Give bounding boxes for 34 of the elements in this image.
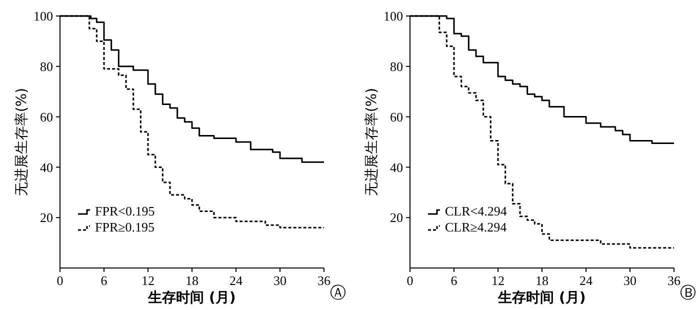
y-tick-label: 20 xyxy=(40,210,53,226)
legend-label: CLR≥4.294 xyxy=(445,219,508,234)
x-axis-title: 生存时间 (月) xyxy=(497,290,586,306)
y-tick-label: 40 xyxy=(390,160,403,175)
y-axis-title: 无进展生存率(%) xyxy=(14,88,30,196)
y-tick-label: 100 xyxy=(34,8,53,24)
x-tick-label: 24 xyxy=(230,273,243,288)
x-tick-label: 6 xyxy=(100,273,108,288)
y-axis-title: 无进展生存率(%) xyxy=(364,88,380,196)
x-tick-label: 30 xyxy=(624,273,636,288)
x-tick-label: 36 xyxy=(668,273,681,288)
legend-label: CLR<4.294 xyxy=(445,203,508,218)
x-tick-label: 30 xyxy=(274,273,286,288)
text: Ⓐ xyxy=(330,283,346,302)
x-tick-label: 36 xyxy=(318,273,331,288)
y-tick-label: 60 xyxy=(40,109,53,124)
y-tick-label: 100 xyxy=(384,8,403,24)
y-tick-label: 20 xyxy=(390,210,403,226)
x-tick-label: 12 xyxy=(142,273,154,288)
y-tick-label: 80 xyxy=(390,58,403,74)
x-tick-label: 12 xyxy=(492,273,504,288)
y-tick-label: 40 xyxy=(40,160,53,175)
y-tick-label: 80 xyxy=(40,58,53,74)
text: Ⓑ xyxy=(680,283,696,302)
x-tick-label: 24 xyxy=(580,273,593,288)
legend-label: FPR≥0.195 xyxy=(95,219,155,234)
x-tick-label: 18 xyxy=(536,273,548,288)
x-tick-label: 0 xyxy=(56,273,64,288)
y-tick-label: 60 xyxy=(390,109,403,124)
x-tick-label: 6 xyxy=(450,273,458,288)
x-tick-label: 0 xyxy=(406,273,414,288)
x-axis-title: 生存时间 (月) xyxy=(147,290,236,306)
legend-label: FPR<0.195 xyxy=(95,203,155,218)
x-tick-label: 18 xyxy=(186,273,198,288)
